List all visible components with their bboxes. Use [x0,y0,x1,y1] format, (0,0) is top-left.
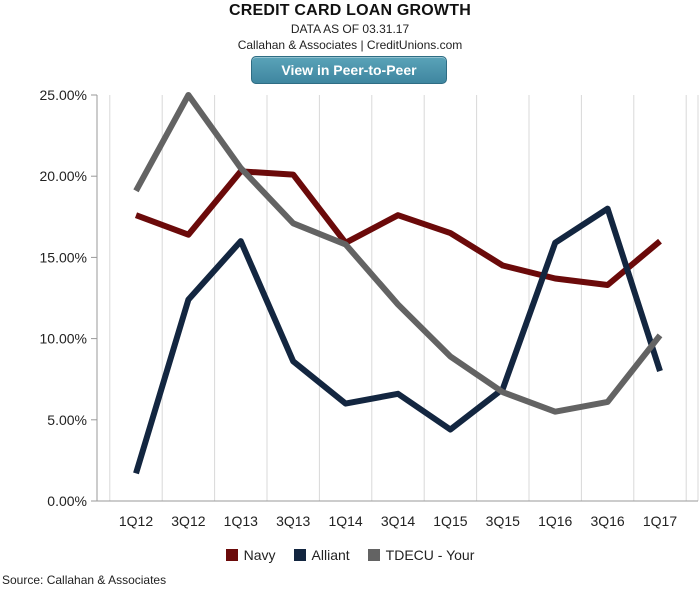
legend-item-alliant: Alliant [293,547,350,563]
publisher-subtitle: Callahan & Associates | CreditUnions.com [237,38,463,52]
legend-item-tdecu-your: TDECU - Your [367,547,475,563]
legend-item-navy: Navy [225,547,276,563]
line-chart: 0.00% 5.00% 10.00% 15.00% 20.00% 25.00% 1Q12 3Q… [40,87,699,529]
source-note: Source: Callahan & Associates [2,573,167,587]
chart-title: CREDIT CARD LOAN GROWTH [229,2,471,19]
legend-swatch [367,549,380,561]
y-tick-label: 15.00% [40,249,87,265]
series-layer [133,92,663,475]
x-tick-label: 1Q15 [433,513,467,529]
x-tick-label: 1Q16 [538,513,572,529]
x-tick-label: 3Q12 [171,513,205,529]
axis-layer: 0.00% 5.00% 10.00% 15.00% 20.00% 25.00% 1Q12 3Q… [40,87,698,529]
legend-swatch [293,549,306,561]
x-tick-label: 3Q14 [381,513,415,529]
legend-label: TDECU - Your [385,547,475,563]
x-tick-label: 3Q15 [486,513,520,529]
legend-swatch [225,549,238,561]
x-tick-label: 1Q17 [643,513,677,529]
x-tick-label: 1Q14 [328,513,362,529]
y-tick-label: 10.00% [40,331,87,347]
y-tick-label: 0.00% [47,493,87,509]
view-in-peer-to-peer-button[interactable]: View in Peer-to-Peer [251,56,447,84]
chart-legend: Navy Alliant TDECU - Your [0,545,700,565]
grid-layer [109,95,699,501]
legend-label: Navy [243,547,276,563]
series-line-alliant [133,205,663,475]
series-line-tdecu-your [133,92,663,415]
data-date-subtitle: DATA AS OF 03.31.17 [290,22,410,36]
series-line-navy [134,168,662,289]
x-tick-label: 3Q13 [276,513,310,529]
y-tick-label: 5.00% [47,412,87,428]
y-tick-label: 20.00% [40,168,87,184]
legend-label: Alliant [311,547,350,563]
x-tick-label: 1Q13 [224,513,258,529]
y-tick-label: 25.00% [40,87,87,103]
x-tick-label: 3Q16 [590,513,624,529]
x-tick-label: 1Q12 [119,513,153,529]
